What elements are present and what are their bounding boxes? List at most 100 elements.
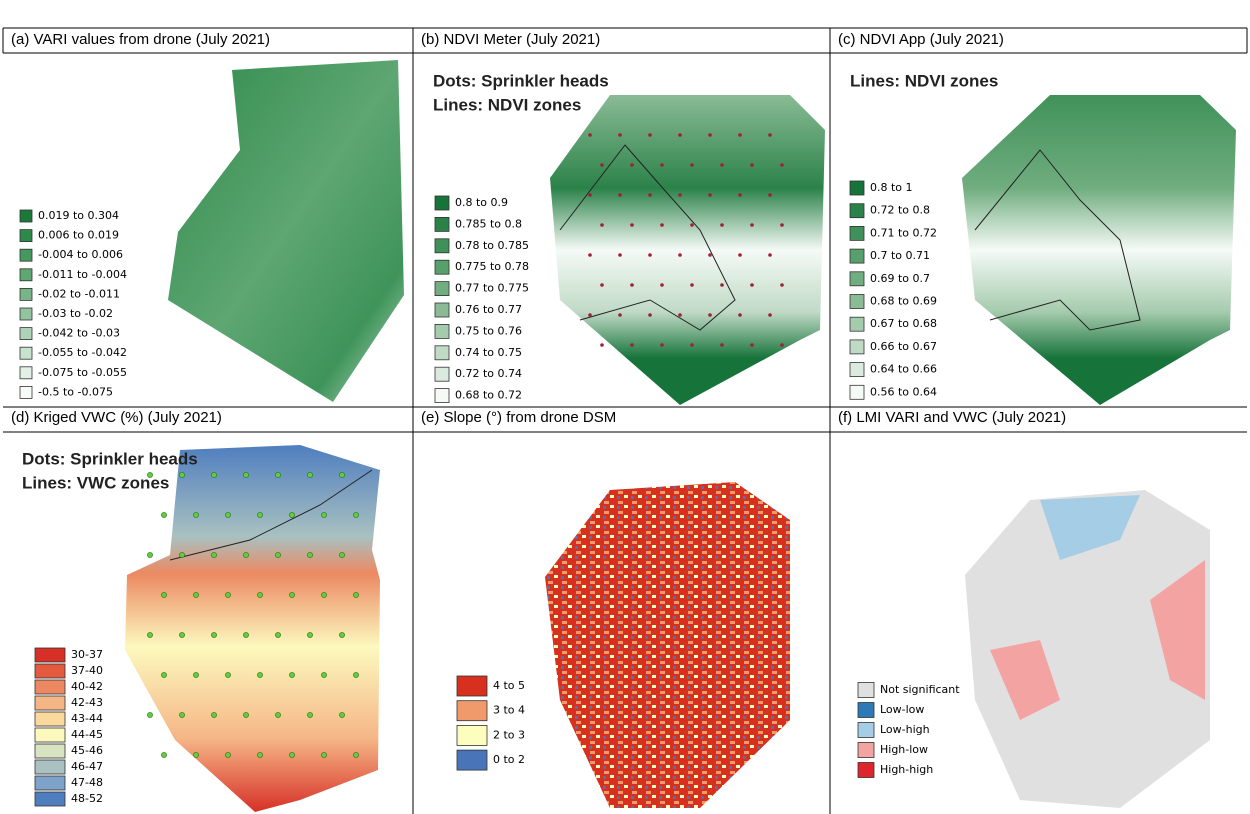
sprinkler-dot [708, 253, 712, 257]
sprinkler-dot [660, 283, 664, 287]
sprinkler-dot [339, 632, 344, 637]
sprinkler-dot [600, 283, 604, 287]
legend-label: 43-44 [71, 712, 103, 725]
legend-swatch [35, 776, 65, 790]
legend-label: -0.011 to -0.004 [38, 268, 127, 281]
legend-label: -0.004 to 0.006 [38, 248, 123, 261]
legend-swatch [20, 328, 32, 340]
sprinkler-dot [690, 343, 694, 347]
legend-label: 4 to 5 [493, 679, 525, 692]
legend-swatch [858, 683, 874, 698]
sprinkler-dot [630, 163, 634, 167]
sprinkler-dot [225, 672, 230, 677]
sprinkler-dot [257, 512, 262, 517]
legend-swatch [435, 239, 449, 253]
panel-title: (a) VARI values from drone (July 2021) [11, 31, 270, 48]
sprinkler-dot [750, 223, 754, 227]
sprinkler-dot [738, 133, 742, 137]
legend-label: -0.5 to -0.075 [38, 385, 113, 398]
sprinkler-dot [750, 343, 754, 347]
legend-label: -0.042 to -0.03 [38, 327, 120, 340]
sprinkler-dot [225, 512, 230, 517]
legend-swatch [435, 260, 449, 274]
legend-swatch [20, 288, 32, 300]
sprinkler-dot [307, 552, 312, 557]
sprinkler-dot [225, 592, 230, 597]
figure: (a) VARI values from drone (July 2021) 0.… [0, 0, 1250, 814]
legend-swatch [457, 750, 487, 770]
sprinkler-dot [179, 472, 184, 477]
sprinkler-dot [147, 712, 152, 717]
sprinkler-dot [257, 592, 262, 597]
sprinkler-dot [768, 313, 772, 317]
legend-swatch [35, 712, 65, 726]
map-note: Lines: VWC zones [22, 473, 169, 492]
sprinkler-dot [275, 632, 280, 637]
legend-swatch [858, 703, 874, 718]
legend-label: 0.67 to 0.68 [870, 317, 937, 330]
legend-swatch [850, 181, 864, 195]
sprinkler-dot [618, 253, 622, 257]
sprinkler-dot [738, 193, 742, 197]
sprinkler-dot [179, 632, 184, 637]
legend-label: 0.72 to 0.74 [455, 367, 522, 380]
legend-swatch [850, 249, 864, 263]
legend-swatch [20, 249, 32, 261]
legend-label: 0.66 to 0.67 [870, 340, 937, 353]
sprinkler-dot [600, 163, 604, 167]
legend-label: -0.075 to -0.055 [38, 366, 127, 379]
map-note: Dots: Sprinkler heads [22, 449, 198, 468]
sprinkler-dot [193, 512, 198, 517]
legend-swatch [435, 282, 449, 296]
legend-swatch [35, 760, 65, 774]
legend-swatch [850, 363, 864, 377]
legend-label: 0.64 to 0.66 [870, 363, 937, 376]
sprinkler-dot [211, 472, 216, 477]
sprinkler-dot [678, 193, 682, 197]
legend-label: 44-45 [71, 728, 103, 741]
sprinkler-dot [275, 712, 280, 717]
sprinkler-dot [211, 712, 216, 717]
legend-swatch [435, 389, 449, 403]
sprinkler-dot [243, 552, 248, 557]
sprinkler-dot [600, 223, 604, 227]
legend-swatch [435, 346, 449, 360]
panel-title: (e) Slope (°) from drone DSM [421, 409, 616, 426]
sprinkler-dot [307, 472, 312, 477]
legend-label: 0.56 to 0.64 [870, 385, 937, 398]
sprinkler-dot [768, 253, 772, 257]
sprinkler-dot [660, 163, 664, 167]
sprinkler-dot [307, 712, 312, 717]
legend-swatch [850, 295, 864, 309]
legend-label: 0.006 to 0.019 [38, 229, 119, 242]
sprinkler-dot [211, 552, 216, 557]
sprinkler-dot [588, 313, 592, 317]
sprinkler-dot [339, 472, 344, 477]
legend-swatch [850, 385, 864, 399]
legend-swatch [35, 648, 65, 662]
legend-label: High-low [880, 743, 928, 756]
map-note: Dots: Sprinkler heads [433, 71, 609, 90]
maps [125, 60, 1236, 812]
legend-swatch [35, 792, 65, 806]
legend-swatch [435, 367, 449, 381]
legend-label: High-high [880, 763, 933, 776]
sprinkler-dot [708, 133, 712, 137]
sprinkler-dot [289, 512, 294, 517]
sprinkler-dot [618, 193, 622, 197]
legend-swatch [20, 386, 32, 398]
legend-swatch [20, 210, 32, 222]
legend-label: 46-47 [71, 760, 103, 773]
sprinkler-dot [339, 712, 344, 717]
legend-swatch [20, 269, 32, 281]
sprinkler-dot [588, 253, 592, 257]
sprinkler-dot [678, 133, 682, 137]
map-note: Lines: NDVI zones [433, 95, 581, 114]
legend-label: 2 to 3 [493, 728, 525, 741]
legend-label: 0.7 to 0.71 [870, 249, 930, 262]
sprinkler-dot [648, 193, 652, 197]
sprinkler-dot [353, 592, 358, 597]
legend-swatch [850, 340, 864, 354]
sprinkler-dot [660, 343, 664, 347]
sprinkler-dot [780, 223, 784, 227]
